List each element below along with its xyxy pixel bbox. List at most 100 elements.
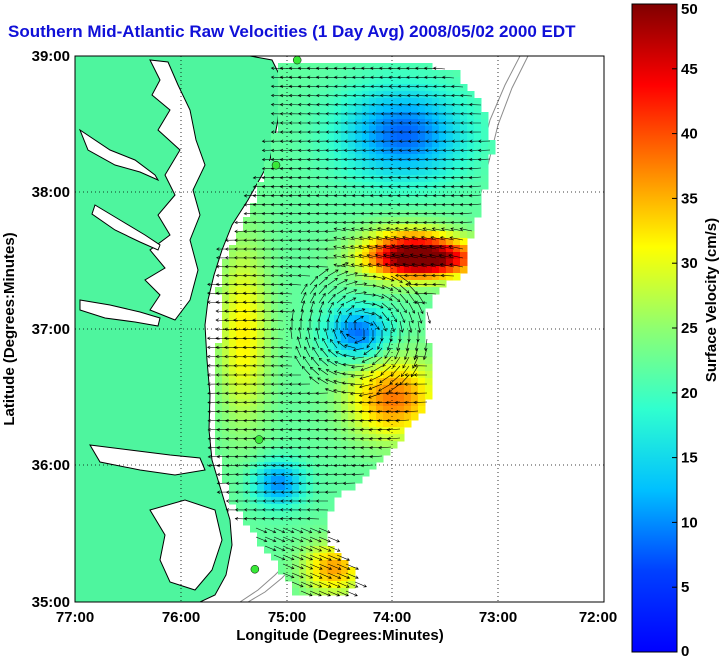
velocity-cell <box>327 364 335 372</box>
velocity-arrow <box>324 247 338 251</box>
velocity-cell <box>418 126 426 134</box>
velocity-cell <box>292 469 300 477</box>
velocity-cell <box>390 266 398 274</box>
velocity-arrow <box>334 175 347 180</box>
velocity-cell <box>425 280 433 288</box>
velocity-cell <box>257 399 265 407</box>
velocity-cell <box>264 196 272 204</box>
velocity-cell <box>418 98 426 106</box>
velocity-cell <box>488 147 496 155</box>
velocity-arrow <box>379 84 392 89</box>
velocity-cell <box>243 385 251 393</box>
velocity-cell <box>341 441 349 449</box>
velocity-arrow <box>296 336 302 349</box>
velocity-cell <box>299 182 307 190</box>
velocity-arrow <box>317 367 329 376</box>
velocity-cell <box>292 560 300 568</box>
velocity-cell <box>229 280 237 288</box>
velocity-cell <box>257 322 265 330</box>
velocity-arrow <box>379 374 392 384</box>
velocity-cell <box>313 112 321 120</box>
velocity-arrow <box>344 319 348 330</box>
velocity-cell <box>334 91 342 99</box>
velocity-cell <box>432 189 440 197</box>
velocity-arrow <box>342 263 356 268</box>
velocity-cell <box>313 455 321 463</box>
velocity-arrow <box>244 490 257 494</box>
velocity-arrow <box>361 166 374 171</box>
velocity-cell <box>313 539 321 547</box>
velocity-cell <box>446 126 454 134</box>
velocity-cell <box>278 539 286 547</box>
velocity-cell <box>397 406 405 414</box>
velocity-cell <box>313 224 321 232</box>
x-tick-label: 76:00 <box>162 609 200 626</box>
velocity-cell <box>383 91 391 99</box>
velocity-cell <box>481 154 489 162</box>
velocity-cell <box>271 539 279 547</box>
velocity-cell <box>236 504 244 512</box>
velocity-cell <box>222 385 230 393</box>
velocity-arrow <box>398 157 410 162</box>
velocity-cell <box>348 294 356 302</box>
velocity-cell <box>425 301 433 309</box>
velocity-cell <box>369 427 377 435</box>
velocity-cell <box>348 329 356 337</box>
velocity-cell <box>229 406 237 414</box>
velocity-cell <box>313 329 321 337</box>
velocity-cell <box>292 413 300 421</box>
velocity-cell <box>292 399 300 407</box>
velocity-arrow <box>362 148 374 153</box>
velocity-arrow <box>343 84 356 89</box>
velocity-cell <box>460 245 468 253</box>
velocity-arrow <box>358 254 374 259</box>
velocity-arrow <box>279 309 293 313</box>
velocity-cell <box>327 252 335 260</box>
velocity-cell <box>278 189 286 197</box>
velocity-cell <box>285 161 293 169</box>
velocity-cell <box>306 511 314 519</box>
velocity-cell <box>397 224 405 232</box>
velocity-cell <box>299 140 307 148</box>
velocity-arrow <box>353 148 365 153</box>
velocity-cell <box>411 238 419 246</box>
velocity-cell <box>243 350 251 358</box>
velocity-cell <box>369 126 377 134</box>
velocity-cell <box>341 581 349 589</box>
velocity-cell <box>383 294 391 302</box>
velocity-arrow <box>372 320 380 331</box>
velocity-cell <box>320 126 328 134</box>
velocity-arrow <box>380 130 392 134</box>
velocity-cell <box>446 112 454 120</box>
velocity-arrow <box>349 400 365 405</box>
velocity-cell <box>222 413 230 421</box>
velocity-cell <box>376 308 384 316</box>
velocity-cell <box>250 315 258 323</box>
velocity-cell <box>257 224 265 232</box>
velocity-cell <box>236 294 244 302</box>
velocity-arrow <box>206 354 221 359</box>
velocity-cell <box>222 427 230 435</box>
velocity-cell <box>376 105 384 113</box>
velocity-cell <box>306 350 314 358</box>
velocity-cell <box>362 182 370 190</box>
velocity-cell <box>306 364 314 372</box>
velocity-cell <box>376 126 384 134</box>
velocity-cell <box>264 238 272 246</box>
velocity-cell <box>432 147 440 155</box>
y-tick-label: 37:00 <box>32 321 70 338</box>
velocity-arrow <box>397 84 410 89</box>
velocity-cell <box>299 336 307 344</box>
velocity-cell <box>348 91 356 99</box>
velocity-cell <box>320 84 328 92</box>
velocity-cell <box>369 315 377 323</box>
velocity-cell <box>369 196 377 204</box>
velocity-cell <box>299 224 307 232</box>
velocity-cell <box>222 322 230 330</box>
velocity-cell <box>383 322 391 330</box>
velocity-cell <box>299 392 307 400</box>
velocity-cell <box>327 490 335 498</box>
velocity-arrow <box>378 383 392 392</box>
velocity-cell <box>369 154 377 162</box>
velocity-arrow <box>351 227 365 232</box>
